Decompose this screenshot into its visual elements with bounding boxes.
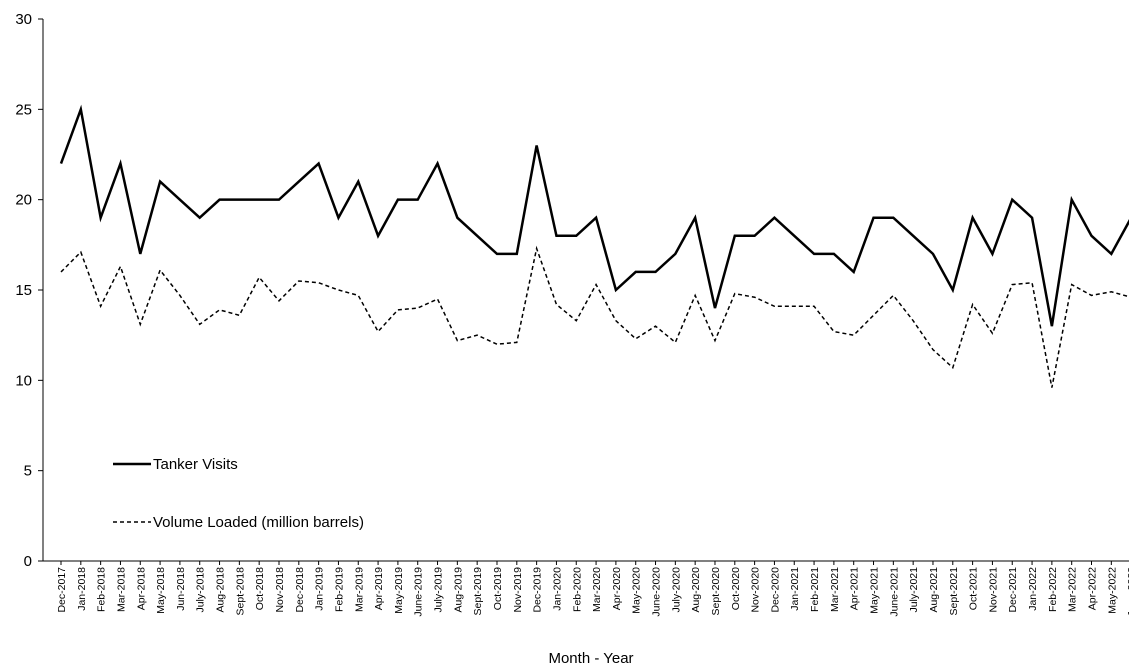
x-tick-label: Mar-2020 xyxy=(591,567,603,612)
x-tick-label: Dec-2020 xyxy=(769,567,781,613)
x-tick-label: Mar-2019 xyxy=(353,567,365,612)
x-tick-label: July-2020 xyxy=(670,567,682,613)
x-tick-label: Nov-2018 xyxy=(274,567,286,613)
y-tick-label: 0 xyxy=(24,553,32,570)
x-tick-label: July-2019 xyxy=(433,567,445,613)
x-tick-label: Nov-2021 xyxy=(987,567,999,613)
x-tick-label: Dec-2017 xyxy=(56,567,68,613)
x-tick-label: Jan-2021 xyxy=(789,567,801,611)
y-tick-label: 25 xyxy=(15,101,32,118)
x-tick-label: Aug-2021 xyxy=(928,567,940,613)
x-tick-label: Jan-2018 xyxy=(76,567,88,611)
x-tick-label: Oct-2018 xyxy=(254,567,266,610)
x-tick-label: Dec-2021 xyxy=(1007,567,1019,613)
x-tick-label: Oct-2020 xyxy=(730,567,742,610)
series-line-tanker-visits xyxy=(59,104,1129,327)
x-tick-label: Jan-2020 xyxy=(551,567,563,611)
x-tick-label: Nov-2020 xyxy=(750,567,762,613)
x-tick-label: Sept-2018 xyxy=(234,567,246,616)
x-tick-label: Feb-2022 xyxy=(1047,567,1059,612)
x-tick-label: Feb-2020 xyxy=(571,567,583,612)
x-tick-label: Mar-2018 xyxy=(115,567,127,612)
x-tick-label: Aug-2019 xyxy=(452,567,464,613)
x-tick-label: Aug-2018 xyxy=(215,567,227,613)
y-tick-label: 5 xyxy=(24,463,32,480)
y-tick-label: 15 xyxy=(15,282,32,299)
x-tick-label: Jan-2022 xyxy=(1027,567,1039,611)
y-tick-label: 30 xyxy=(15,11,32,28)
legend: Tanker Visits Volume Loaded (million barr… xyxy=(113,456,364,531)
x-tick-label: Apr-2019 xyxy=(373,567,385,610)
x-tick-label: May-2018 xyxy=(155,567,167,614)
x-tick-label: Mar-2022 xyxy=(1067,567,1079,612)
x-tick-label: July-2018 xyxy=(195,567,207,613)
x-tick-label: Sept-2020 xyxy=(710,567,722,616)
x-tick-label: Sept-2021 xyxy=(948,567,960,616)
x-tick-label: Jun-2018 xyxy=(175,567,187,611)
x-tick-label: June-2022 xyxy=(1126,567,1129,617)
x-tick-label: Apr-2020 xyxy=(611,567,623,610)
series-layer xyxy=(59,104,1129,388)
x-tick-label: Feb-2018 xyxy=(96,567,108,612)
x-tick-label: Jan-2019 xyxy=(314,567,326,611)
legend-label-tanker-visits: Tanker Visits xyxy=(153,456,238,473)
legend-label-volume-loaded: Volume Loaded (million barrels) xyxy=(153,514,364,531)
x-tick-label: May-2019 xyxy=(393,567,405,614)
x-tick-label: Apr-2021 xyxy=(849,567,861,610)
x-tick-label: May-2021 xyxy=(869,567,881,614)
y-tick-label: 10 xyxy=(15,372,32,389)
y-axis-ticks: 0 5 10 15 20 25 30 xyxy=(15,11,43,570)
x-tick-label: Aug-2020 xyxy=(690,567,702,613)
x-tick-label: Nov-2019 xyxy=(512,567,524,613)
x-tick-label: Sept-2019 xyxy=(472,567,484,616)
x-tick-label: June-2019 xyxy=(413,567,425,617)
axes xyxy=(42,19,1129,562)
x-tick-label: July-2021 xyxy=(908,567,920,613)
x-axis-title: Month - Year xyxy=(548,650,633,667)
x-tick-label: Dec-2018 xyxy=(294,567,306,613)
x-tick-label: Oct-2019 xyxy=(492,567,504,610)
x-tick-label: Mar-2021 xyxy=(829,567,841,612)
x-axis-ticks: Dec-2017 Jan-2018 Feb-2018 Mar-2018 Apr-2018… xyxy=(56,561,1129,617)
x-tick-label: May-2022 xyxy=(1106,567,1118,614)
x-tick-label: Feb-2021 xyxy=(809,567,821,612)
x-tick-label: Apr-2018 xyxy=(135,567,147,610)
x-tick-label: Feb-2019 xyxy=(333,567,345,612)
x-tick-label: May-2020 xyxy=(631,567,643,614)
x-tick-label: Oct-2021 xyxy=(968,567,980,610)
x-tick-label: Dec-2019 xyxy=(532,567,544,613)
x-tick-label: June-2020 xyxy=(651,567,663,617)
x-tick-label: June-2021 xyxy=(888,567,900,617)
series-line-volume-loaded xyxy=(60,245,1129,388)
x-tick-label: Apr-2022 xyxy=(1087,567,1099,610)
y-tick-label: 20 xyxy=(15,192,32,209)
